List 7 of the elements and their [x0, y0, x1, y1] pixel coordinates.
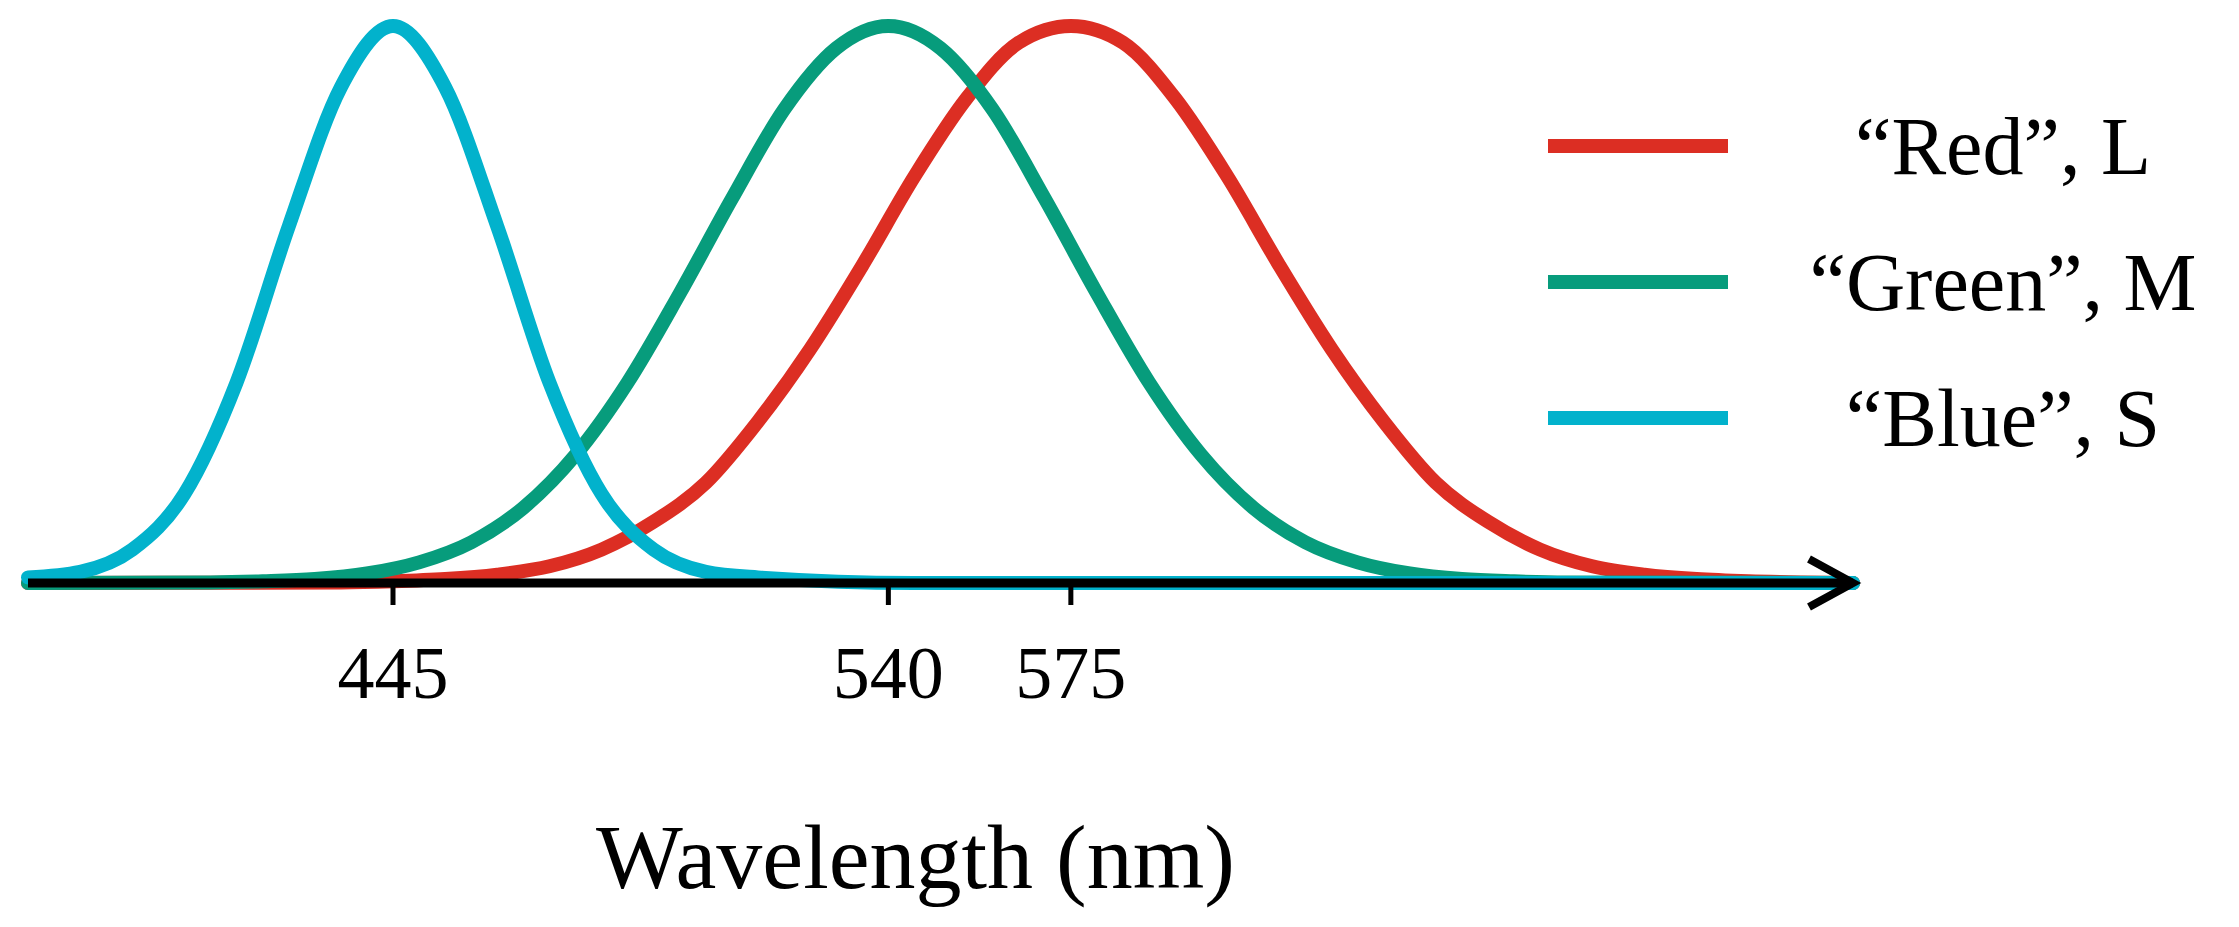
- x-tick-label: 575: [1015, 632, 1127, 714]
- legend-label: “Blue”, S: [1845, 373, 2161, 464]
- x-tick-label: 445: [337, 632, 449, 714]
- x-axis-title: Wavelength (nm): [596, 806, 1235, 908]
- x-tick-label: 540: [832, 632, 944, 714]
- legend-label: “Red”, L: [1855, 101, 2151, 192]
- legend-label: “Green”, M: [1809, 237, 2197, 328]
